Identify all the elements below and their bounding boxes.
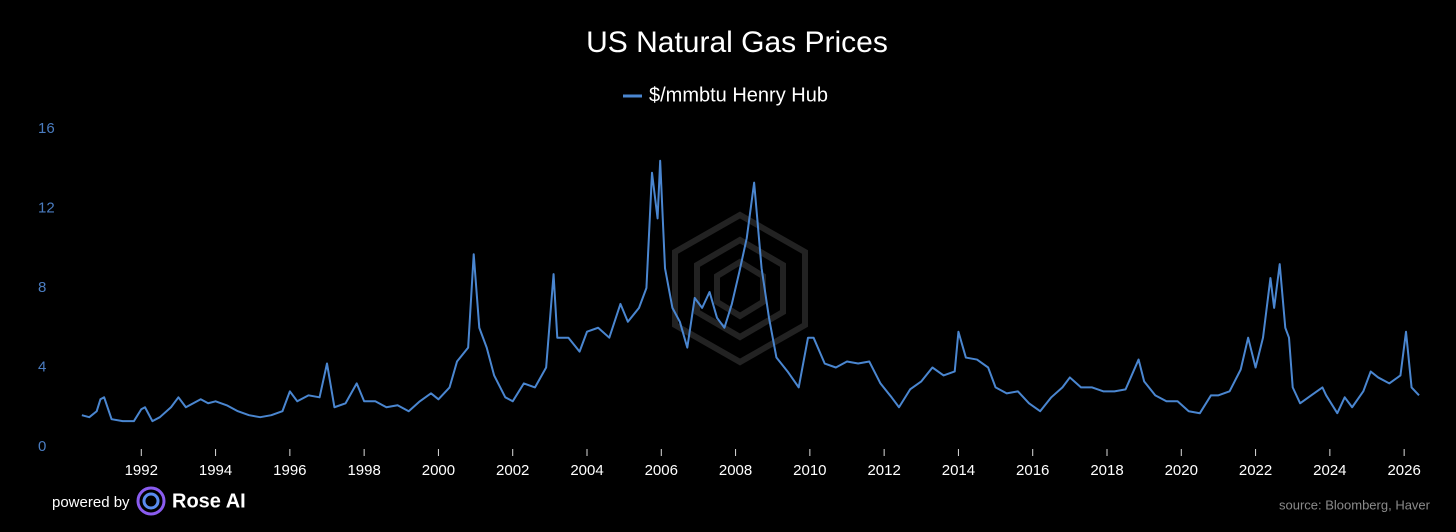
x-tick-label: 1996 <box>273 462 306 479</box>
x-tick-label: 2006 <box>645 462 678 479</box>
x-tick-label: 2026 <box>1387 462 1420 479</box>
x-tick-label: 2008 <box>719 462 752 479</box>
y-tick-label: 16 <box>38 120 55 137</box>
x-tick-label: 2012 <box>867 462 900 479</box>
x-tick-label: 1994 <box>199 462 232 479</box>
x-tick-label: 2014 <box>942 462 975 479</box>
y-tick-label: 12 <box>38 199 55 216</box>
x-tick-label: 1998 <box>347 462 380 479</box>
x-tick-label: 2010 <box>793 462 826 479</box>
x-tick-label: 2002 <box>496 462 529 479</box>
footer-text: powered by <box>52 494 130 511</box>
x-tick-label: 2022 <box>1239 462 1272 479</box>
series-line <box>81 159 1420 423</box>
x-tick-label: 2018 <box>1090 462 1123 479</box>
x-tick-label: 2000 <box>422 462 455 479</box>
y-tick-label: 8 <box>38 279 46 296</box>
brand-name: Rose AI <box>172 490 246 512</box>
x-tick-label: 2016 <box>1016 462 1049 479</box>
brand-logo <box>136 486 166 516</box>
x-tick-label: 2020 <box>1165 462 1198 479</box>
y-tick-label: 4 <box>38 358 46 375</box>
x-tick-label: 1992 <box>125 462 158 479</box>
x-tick-label: 2024 <box>1313 462 1346 479</box>
x-tick-label: 2004 <box>570 462 603 479</box>
legend-label: $/mmbtu Henry Hub <box>649 84 828 106</box>
source-note: source: Bloomberg, Haver <box>1279 497 1431 512</box>
y-tick-label: 0 <box>38 438 46 455</box>
chart-title: US Natural Gas Prices <box>586 26 888 59</box>
